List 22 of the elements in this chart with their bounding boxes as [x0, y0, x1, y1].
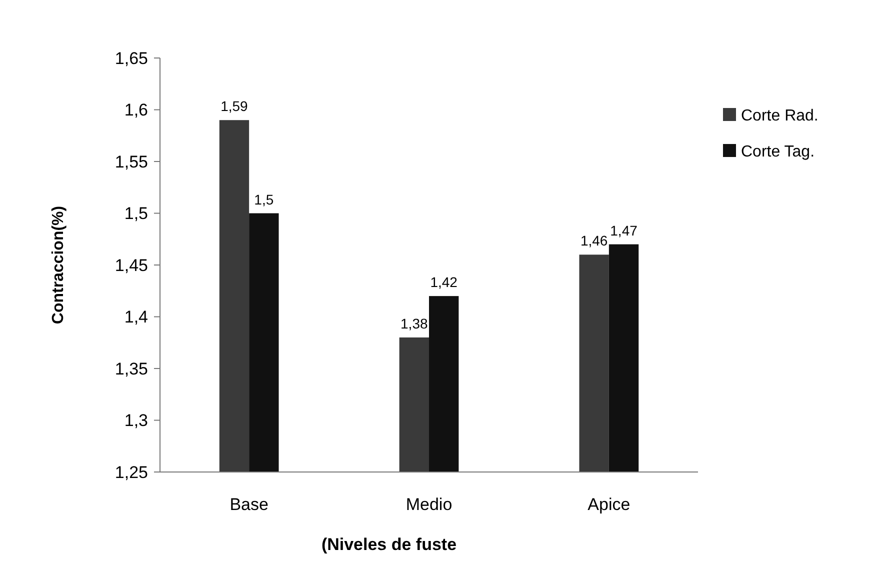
y-tick-label: 1,55: [114, 152, 148, 172]
y-tick-label: 1,6: [124, 100, 148, 120]
y-tick-label: 1,4: [124, 308, 148, 327]
y-tick-label: 1,3: [124, 411, 148, 430]
y-tick-label: 1,35: [114, 359, 148, 378]
x-axis-title: (Niveles de fuste: [321, 535, 457, 554]
y-tick-label: 1,5: [124, 204, 148, 224]
y-tick-label: 1,45: [114, 256, 148, 275]
data-label: 1,59: [220, 98, 248, 114]
data-label: 1,46: [580, 232, 608, 249]
x-tick-label: Base: [230, 495, 268, 514]
x-tick-label: Apice: [588, 495, 630, 514]
data-label: 1,5: [254, 191, 274, 208]
legend-label: Corte Rad.: [741, 108, 818, 125]
y-tick-label: 1,25: [114, 462, 148, 482]
data-label: 1,42: [430, 274, 458, 290]
data-label: 1,38: [400, 315, 428, 332]
x-tick-label: Medio: [406, 495, 452, 514]
y-axis-title: Contraccion(%): [50, 206, 67, 324]
y-tick-label: 1,65: [114, 48, 148, 68]
legend-label: Corte Tag.: [741, 144, 815, 161]
data-label: 1,47: [610, 222, 638, 238]
